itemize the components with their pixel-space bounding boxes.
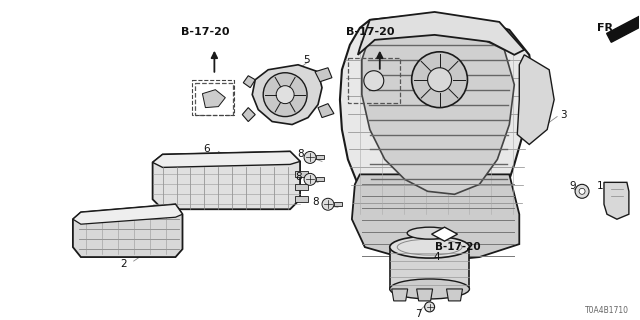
Polygon shape: [295, 196, 308, 202]
Polygon shape: [202, 90, 225, 108]
Text: 4: 4: [433, 252, 440, 262]
Text: B-17-20: B-17-20: [346, 27, 394, 37]
Polygon shape: [152, 151, 300, 167]
Polygon shape: [243, 108, 255, 122]
Circle shape: [304, 173, 316, 185]
Polygon shape: [392, 289, 408, 301]
Text: 3: 3: [560, 109, 567, 120]
Circle shape: [424, 302, 435, 312]
Ellipse shape: [390, 279, 470, 299]
Circle shape: [575, 184, 589, 198]
Circle shape: [263, 73, 307, 116]
Polygon shape: [352, 174, 519, 261]
Text: 9: 9: [569, 181, 576, 191]
Text: B-17-20: B-17-20: [435, 242, 480, 252]
Polygon shape: [334, 202, 342, 206]
Text: 8: 8: [295, 172, 301, 182]
Circle shape: [364, 71, 384, 91]
Polygon shape: [73, 204, 182, 224]
Polygon shape: [152, 151, 300, 209]
Polygon shape: [362, 28, 515, 194]
Ellipse shape: [390, 236, 470, 258]
Circle shape: [276, 86, 294, 104]
Circle shape: [304, 151, 316, 164]
Text: FR.: FR.: [597, 23, 618, 33]
Polygon shape: [358, 12, 524, 55]
Text: B-17-20: B-17-20: [180, 27, 229, 37]
Text: 8: 8: [312, 197, 319, 207]
Polygon shape: [243, 76, 255, 88]
Circle shape: [428, 68, 452, 92]
Polygon shape: [604, 182, 629, 219]
Polygon shape: [316, 177, 324, 181]
Polygon shape: [315, 68, 332, 82]
Text: 1: 1: [597, 181, 604, 191]
Polygon shape: [318, 104, 334, 117]
Polygon shape: [517, 55, 554, 144]
Circle shape: [412, 52, 467, 108]
Polygon shape: [340, 15, 534, 231]
Text: 2: 2: [121, 259, 127, 269]
Text: 8: 8: [297, 149, 304, 159]
Polygon shape: [295, 184, 308, 190]
Circle shape: [322, 198, 334, 210]
Polygon shape: [431, 227, 458, 241]
Circle shape: [579, 188, 585, 194]
Polygon shape: [252, 65, 322, 124]
Polygon shape: [447, 289, 463, 301]
Polygon shape: [417, 289, 433, 301]
Text: 5: 5: [303, 55, 310, 65]
Polygon shape: [316, 156, 324, 159]
FancyArrow shape: [607, 11, 640, 42]
Polygon shape: [73, 204, 182, 257]
Polygon shape: [390, 247, 470, 289]
Text: 7: 7: [415, 309, 421, 319]
Ellipse shape: [407, 227, 452, 239]
Polygon shape: [295, 172, 308, 177]
Text: 6: 6: [204, 144, 210, 155]
Text: T0A4B1710: T0A4B1710: [585, 306, 629, 316]
